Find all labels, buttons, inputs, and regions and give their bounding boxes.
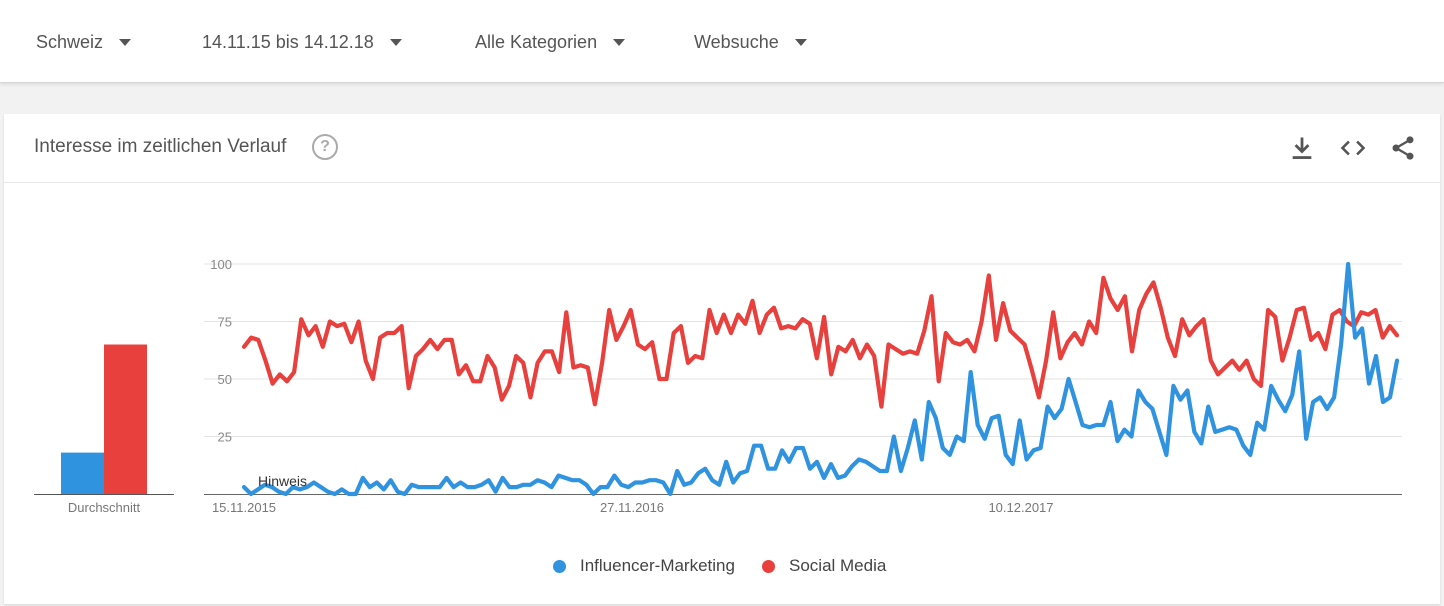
legend-label-influencer: Influencer-Marketing [580, 556, 735, 575]
date-range-dropdown[interactable]: 14.11.15 bis 14.12.18 [202, 30, 402, 54]
category-label: Alle Kategorien [475, 31, 598, 52]
card-title: Interesse im zeitlichen Verlauf [34, 136, 287, 157]
average-bar-social-media [104, 344, 147, 494]
line-chart [241, 261, 1400, 497]
influencer-dot-icon [553, 559, 566, 573]
y-tick-label: 75 [218, 315, 232, 330]
help-icon[interactable]: ? [312, 134, 338, 160]
annotation-label[interactable]: Hinweis [258, 473, 307, 489]
legend-item-social-media[interactable]: Social Media [762, 554, 886, 578]
chevron-down-icon [389, 38, 402, 46]
card-header: Interesse im zeitlichen Verlauf ? [4, 114, 1440, 183]
embed-code-icon[interactable] [1339, 134, 1367, 162]
search-type-label: Websuche [694, 31, 779, 52]
chevron-down-icon [794, 38, 807, 46]
category-dropdown[interactable]: Alle Kategorien [475, 30, 626, 54]
download-icon[interactable] [1288, 134, 1316, 162]
filter-bar: Schweiz 14.11.15 bis 14.12.18 Alle Kateg… [0, 0, 1444, 83]
chart-gridlines: 25 50 75 100 15.11.2015 27.11.2016 10.12.2017 [204, 257, 1402, 515]
social-dot-icon [762, 559, 775, 573]
chevron-down-icon [119, 38, 132, 46]
legend-item-influencer[interactable]: Influencer-Marketing [553, 554, 735, 578]
y-tick-label: 25 [218, 430, 232, 445]
x-tick-label: 10.12.2017 [988, 500, 1053, 515]
search-type-dropdown[interactable]: Websuche [694, 30, 807, 54]
x-tick-label: 27.11.2016 [600, 500, 664, 515]
chevron-down-icon [613, 38, 626, 46]
share-icon[interactable] [1389, 134, 1417, 162]
region-label: Schweiz [36, 31, 104, 52]
interest-over-time-card: Interesse im zeitlichen Verlauf ? 25 50 75… [4, 114, 1440, 604]
y-tick-label: 100 [210, 257, 232, 272]
x-tick-label: 15.11.2015 [212, 500, 276, 515]
y-tick-label: 50 [218, 372, 232, 387]
average-label: Durchschnitt [68, 500, 141, 515]
date-range-label: 14.11.15 bis 14.12.18 [202, 31, 374, 52]
legend-label-social-media: Social Media [789, 556, 887, 575]
average-bar-chart [34, 344, 174, 495]
region-dropdown[interactable]: Schweiz [36, 30, 132, 54]
series-line-influencer [241, 261, 1400, 497]
series-line-social-media [241, 273, 1400, 409]
average-bar-influencer [61, 452, 104, 494]
